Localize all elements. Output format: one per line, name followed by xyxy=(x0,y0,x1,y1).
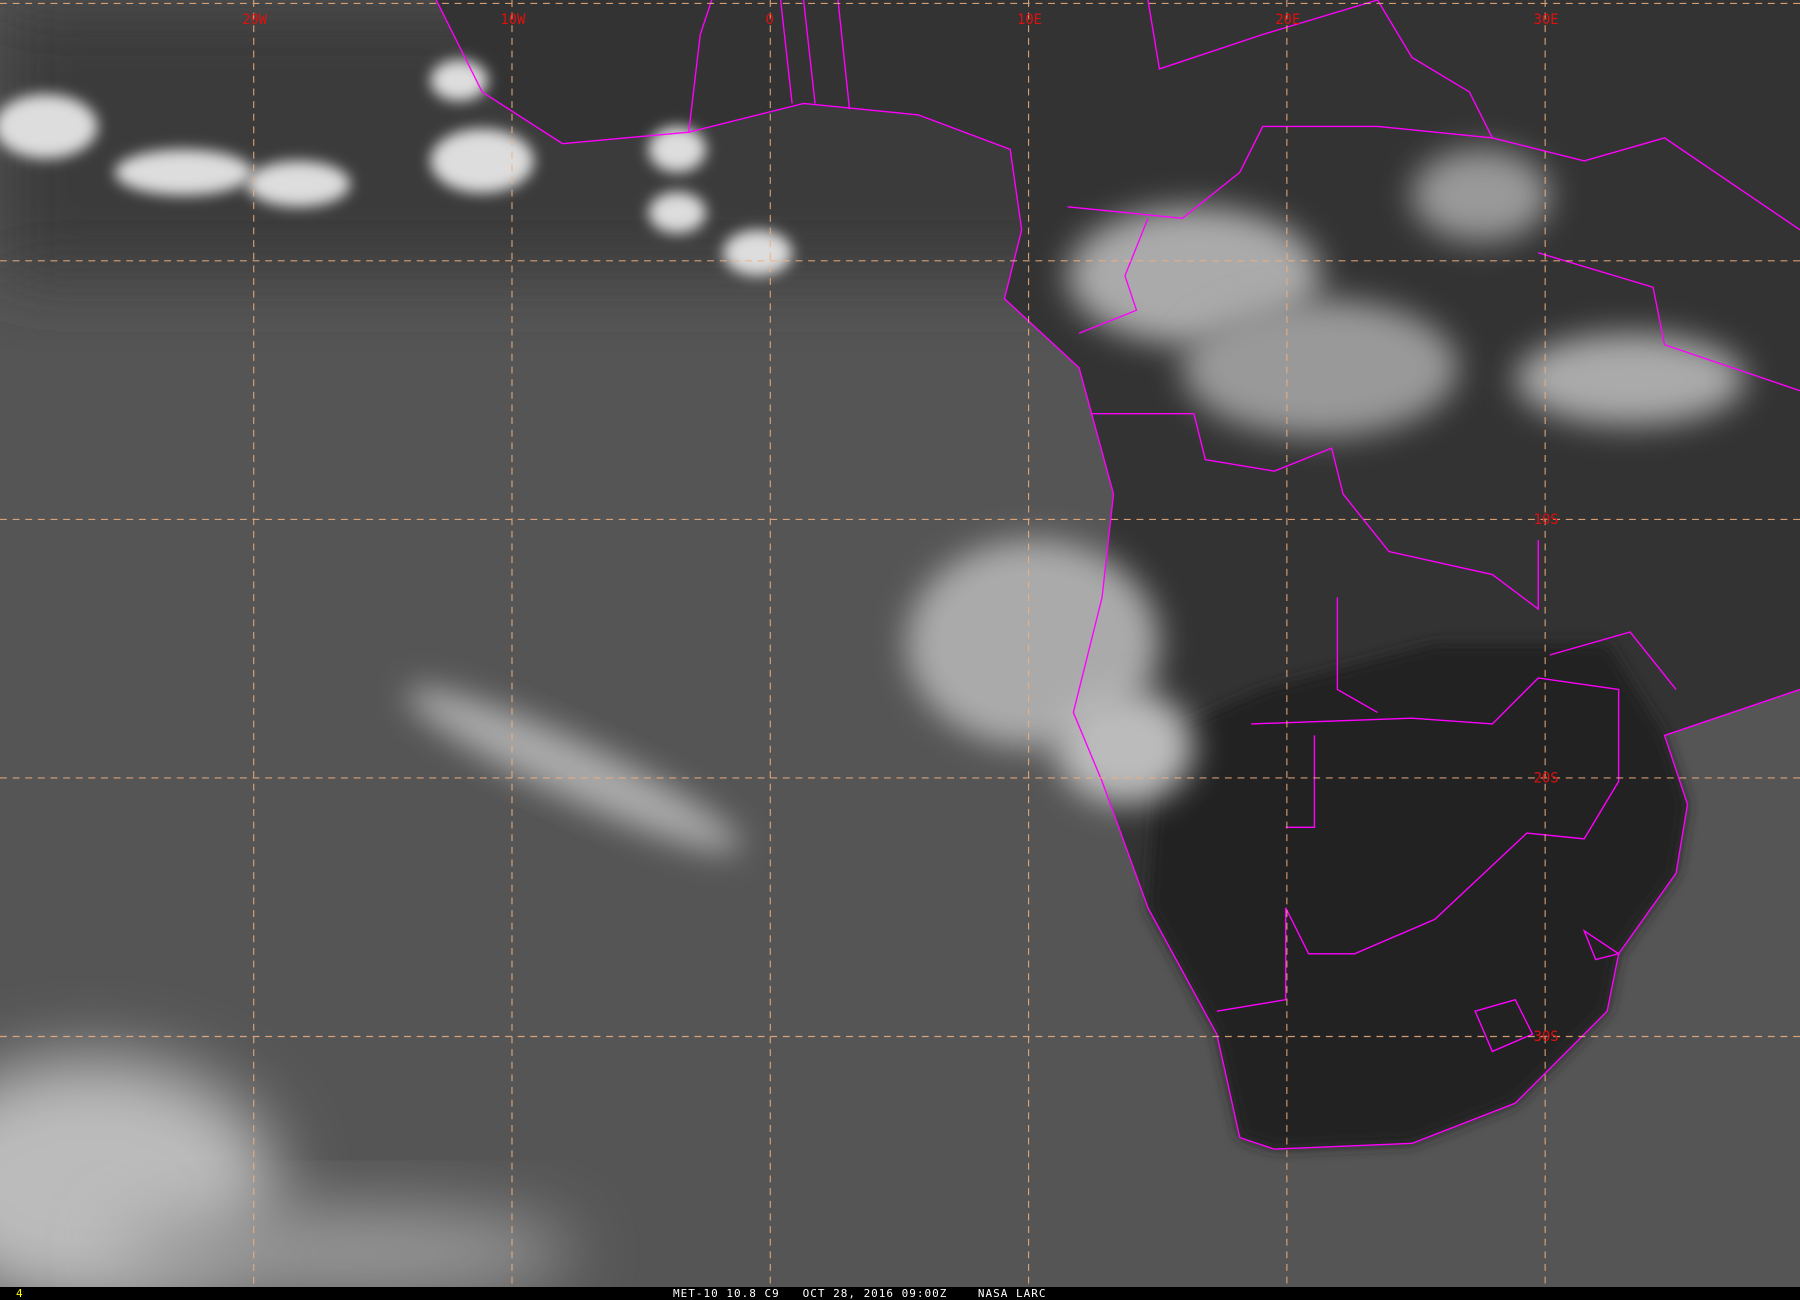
footer-bar: 4 MET-10 10.8 C9 OCT 28, 2016 09:00Z NAS… xyxy=(0,1287,1800,1300)
lon-label: 10W xyxy=(501,12,527,28)
grid-labels: 20W 10W 0 10E 20E 30E 10S 20S 30S xyxy=(242,12,1558,1045)
clouds xyxy=(0,59,1745,1287)
lon-label: 20E xyxy=(1275,12,1300,28)
lat-label: 30S xyxy=(1534,1029,1559,1045)
frame-number: 4 xyxy=(16,1287,24,1300)
lon-label: 30E xyxy=(1534,12,1559,28)
lon-label: 0 xyxy=(766,12,774,28)
lon-label: 10E xyxy=(1017,12,1042,28)
lon-label: 20W xyxy=(242,12,268,28)
image-caption: MET-10 10.8 C9 OCT 28, 2016 09:00Z NASA … xyxy=(673,1287,1047,1300)
political-borders xyxy=(435,0,1800,1150)
lat-label: 10S xyxy=(1534,512,1559,528)
lat-label: 20S xyxy=(1534,771,1559,787)
